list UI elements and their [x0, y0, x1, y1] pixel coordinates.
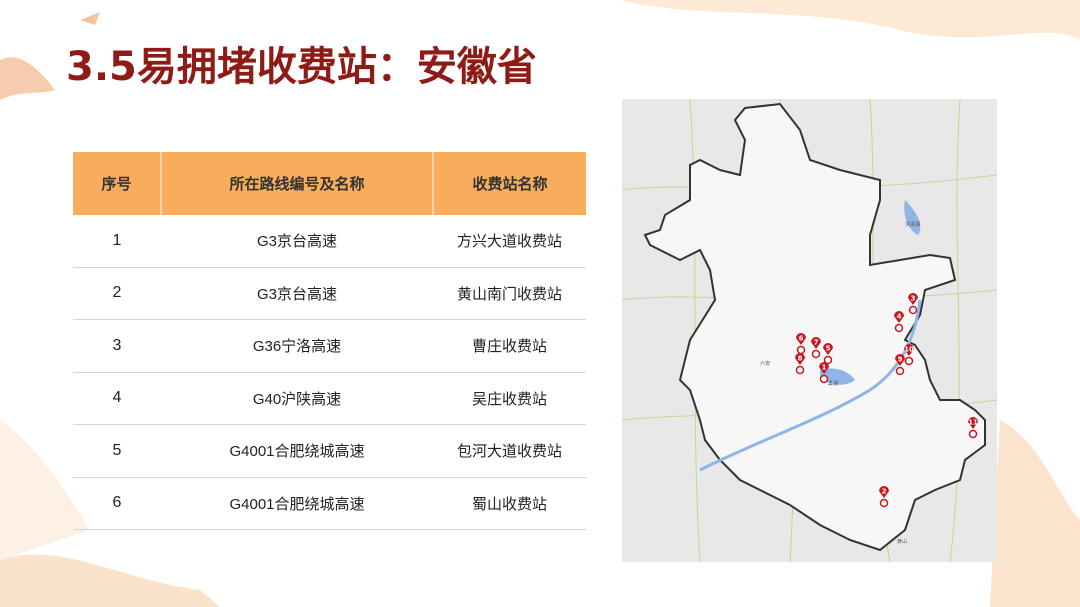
marker-label: 9 — [898, 356, 903, 364]
map-marker-5[interactable]: 5 — [823, 343, 833, 365]
map-pin-icon — [879, 486, 889, 498]
row-station: 蜀山收费站 — [433, 477, 586, 530]
map-pin-icon — [895, 354, 905, 366]
header-station: 收费站名称 — [432, 152, 586, 215]
row-index: 1 — [73, 215, 161, 268]
map-pin-icon — [904, 344, 914, 356]
marker-label: 8 — [798, 355, 803, 363]
row-index: 6 — [73, 477, 161, 530]
map-marker-9[interactable]: 9 — [895, 354, 905, 376]
marker-label: 5 — [826, 345, 831, 353]
map-marker-8[interactable]: 8 — [795, 353, 805, 375]
marker-label: 6 — [799, 335, 804, 343]
anhui-map: 六安 巢湖 洪泽湖 黄山 1 2 3 4 5 6 7 8 9 10 11 — [622, 99, 997, 562]
row-station: 黄山南门收费站 — [433, 267, 586, 320]
map-marker-3[interactable]: 3 — [908, 293, 918, 315]
row-route: G36宁洛高速 — [161, 319, 433, 373]
bird-decoration — [0, 57, 55, 100]
row-index: 3 — [73, 319, 161, 373]
map-pin-icon — [823, 343, 833, 355]
map-marker-2[interactable]: 2 — [879, 486, 889, 508]
marker-label: 11 — [968, 419, 978, 427]
map-marker-11[interactable]: 11 — [968, 417, 978, 439]
map-pin-icon — [968, 417, 978, 429]
table-row: 5 G4001合肥绕城高速 包河大道收费站 — [73, 424, 586, 478]
map-label: 黄山 — [897, 538, 907, 545]
row-route: G3京台高速 — [161, 215, 433, 268]
row-index: 4 — [73, 372, 161, 425]
marker-label: 2 — [882, 488, 887, 496]
map-marker-6[interactable]: 6 — [796, 333, 806, 355]
marker-label: 1 — [822, 364, 827, 372]
row-station: 曹庄收费站 — [433, 319, 586, 373]
toll-station-table: 序号 所在路线编号及名称 收费站名称 1 G3京台高速 方兴大道收费站 2 G3京台高速… — [73, 152, 586, 530]
marker-label: 3 — [911, 295, 916, 303]
marker-label: 10 — [904, 346, 914, 354]
table-header-row: 序号 所在路线编号及名称 收费站名称 — [73, 152, 586, 215]
table-row: 3 G36宁洛高速 曹庄收费站 — [73, 319, 586, 373]
row-route: G4001合肥绕城高速 — [161, 424, 433, 478]
table-row: 2 G3京台高速 黄山南门收费站 — [73, 267, 586, 320]
page-title: 3.5易拥堵收费站：安徽省 — [66, 44, 537, 90]
table-row: 1 G3京台高速 方兴大道收费站 — [73, 215, 586, 268]
row-index: 5 — [73, 424, 161, 478]
table-row: 4 G40沪陕高速 吴庄收费站 — [73, 372, 586, 425]
row-index: 2 — [73, 267, 161, 320]
map-pin-icon — [819, 362, 829, 374]
yangtze-river — [699, 299, 922, 472]
table-row: 6 G4001合肥绕城高速 蜀山收费站 — [73, 477, 586, 530]
map-pin-icon — [796, 333, 806, 345]
anhui-province-shape — [643, 102, 986, 552]
row-station: 包河大道收费站 — [433, 424, 586, 478]
marker-label: 7 — [814, 339, 819, 347]
header-route: 所在路线编号及名称 — [160, 152, 433, 215]
map-pin-icon — [811, 337, 821, 349]
header-index: 序号 — [73, 152, 161, 215]
map-marker-7[interactable]: 7 — [811, 337, 821, 359]
map-marker-1[interactable]: 1 — [819, 362, 829, 384]
map-label: 洪泽湖 — [905, 221, 920, 228]
marker-label: 4 — [897, 313, 902, 321]
row-route: G40沪陕高速 — [161, 372, 433, 425]
map-pin-icon — [908, 293, 918, 305]
map-pin-icon — [894, 311, 904, 323]
row-station: 方兴大道收费站 — [433, 215, 586, 268]
map-marker-10[interactable]: 10 — [904, 344, 914, 366]
row-route: G3京台高速 — [161, 267, 433, 320]
row-route: G4001合肥绕城高速 — [161, 477, 433, 530]
map-pin-icon — [795, 353, 805, 365]
map-marker-4[interactable]: 4 — [894, 311, 904, 333]
map-label: 六安 — [760, 360, 770, 367]
map-label: 巢湖 — [828, 380, 838, 387]
row-station: 吴庄收费站 — [433, 372, 586, 425]
hongze-lake — [904, 200, 921, 235]
chaohu-lake — [820, 368, 855, 385]
